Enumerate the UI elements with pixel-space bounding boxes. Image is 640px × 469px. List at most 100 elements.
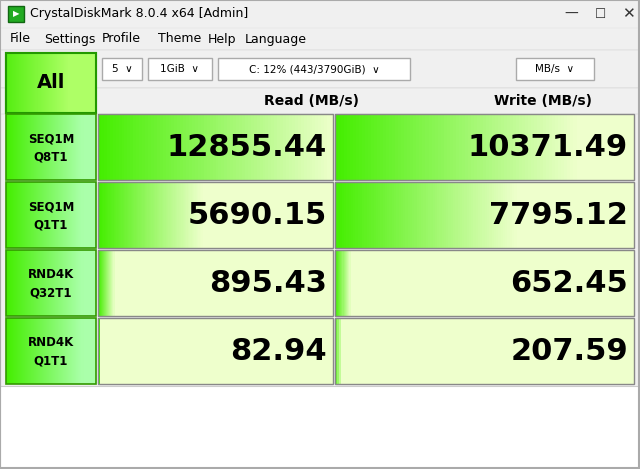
Bar [18, 182, 20, 248]
Text: Read (MB/s): Read (MB/s) [264, 94, 360, 108]
Bar [534, 114, 538, 180]
Bar [347, 250, 349, 316]
Bar [36, 182, 38, 248]
Bar [335, 318, 337, 384]
Text: 10371.49: 10371.49 [468, 133, 628, 161]
Bar [56, 250, 58, 316]
Bar [146, 182, 148, 248]
Bar [44, 114, 46, 180]
Bar [148, 114, 152, 180]
Bar [47, 250, 49, 316]
Bar [81, 250, 83, 316]
Bar [142, 114, 146, 180]
Bar [6, 318, 8, 384]
Text: 5690.15: 5690.15 [188, 201, 327, 229]
Bar [51, 114, 52, 180]
Bar [451, 182, 454, 248]
Bar [26, 182, 28, 248]
Bar [469, 182, 472, 248]
Bar [47, 53, 50, 113]
Bar [61, 182, 63, 248]
Bar [39, 250, 41, 316]
Bar [15, 182, 17, 248]
Bar [218, 58, 410, 80]
Bar [116, 182, 118, 248]
Bar [23, 250, 25, 316]
Bar [387, 114, 390, 180]
Bar [280, 114, 284, 180]
Bar [349, 182, 352, 248]
Bar [25, 250, 27, 316]
Bar [52, 250, 54, 316]
Bar [104, 182, 107, 248]
Bar [46, 318, 48, 384]
Bar [365, 114, 369, 180]
Bar [371, 182, 374, 248]
Bar [98, 114, 333, 180]
Bar [67, 182, 69, 248]
Bar [474, 182, 477, 248]
Bar [444, 182, 447, 248]
Bar [128, 182, 130, 248]
Bar [184, 182, 186, 248]
Bar [77, 182, 79, 248]
Bar [28, 318, 30, 384]
Bar [57, 53, 59, 113]
Text: 1GiB  ∨: 1GiB ∨ [161, 64, 200, 74]
Bar [383, 182, 386, 248]
Bar [31, 182, 33, 248]
Bar [531, 114, 535, 180]
Bar [344, 114, 348, 180]
Bar [102, 250, 104, 316]
Bar [503, 182, 506, 248]
Bar [424, 182, 427, 248]
Bar [137, 182, 140, 248]
Bar [40, 53, 43, 113]
Bar [495, 114, 499, 180]
Bar [36, 318, 38, 384]
Bar [6, 114, 96, 180]
Bar [10, 53, 12, 113]
Bar [69, 318, 72, 384]
Bar [192, 114, 196, 180]
Bar [335, 250, 337, 316]
Bar [321, 114, 325, 180]
Bar [336, 250, 338, 316]
Bar [34, 318, 36, 384]
Bar [380, 182, 383, 248]
Bar [233, 114, 237, 180]
Bar [107, 114, 111, 180]
Bar [335, 114, 634, 180]
Bar [65, 182, 67, 248]
Bar [42, 53, 44, 113]
Bar [251, 114, 255, 180]
Bar [44, 53, 45, 113]
Bar [74, 114, 76, 180]
Bar [210, 114, 214, 180]
Bar [72, 250, 74, 316]
Bar [72, 318, 74, 384]
Bar [564, 114, 568, 180]
Bar [337, 250, 339, 316]
Bar [79, 114, 81, 180]
Bar [98, 114, 333, 180]
Bar [207, 114, 211, 180]
Bar [480, 114, 484, 180]
Bar [12, 250, 14, 316]
Bar [442, 182, 445, 248]
Bar [376, 182, 379, 248]
Bar [410, 182, 413, 248]
Bar [33, 53, 35, 113]
Bar [52, 182, 54, 248]
Bar [516, 58, 594, 80]
Bar [56, 318, 58, 384]
Text: 7795.12: 7795.12 [489, 201, 628, 229]
Bar [561, 114, 565, 180]
Bar [133, 182, 136, 248]
Bar [54, 250, 56, 316]
Bar [396, 182, 399, 248]
Bar [289, 114, 293, 180]
Bar [61, 318, 63, 384]
Bar [129, 182, 132, 248]
Bar [69, 182, 72, 248]
